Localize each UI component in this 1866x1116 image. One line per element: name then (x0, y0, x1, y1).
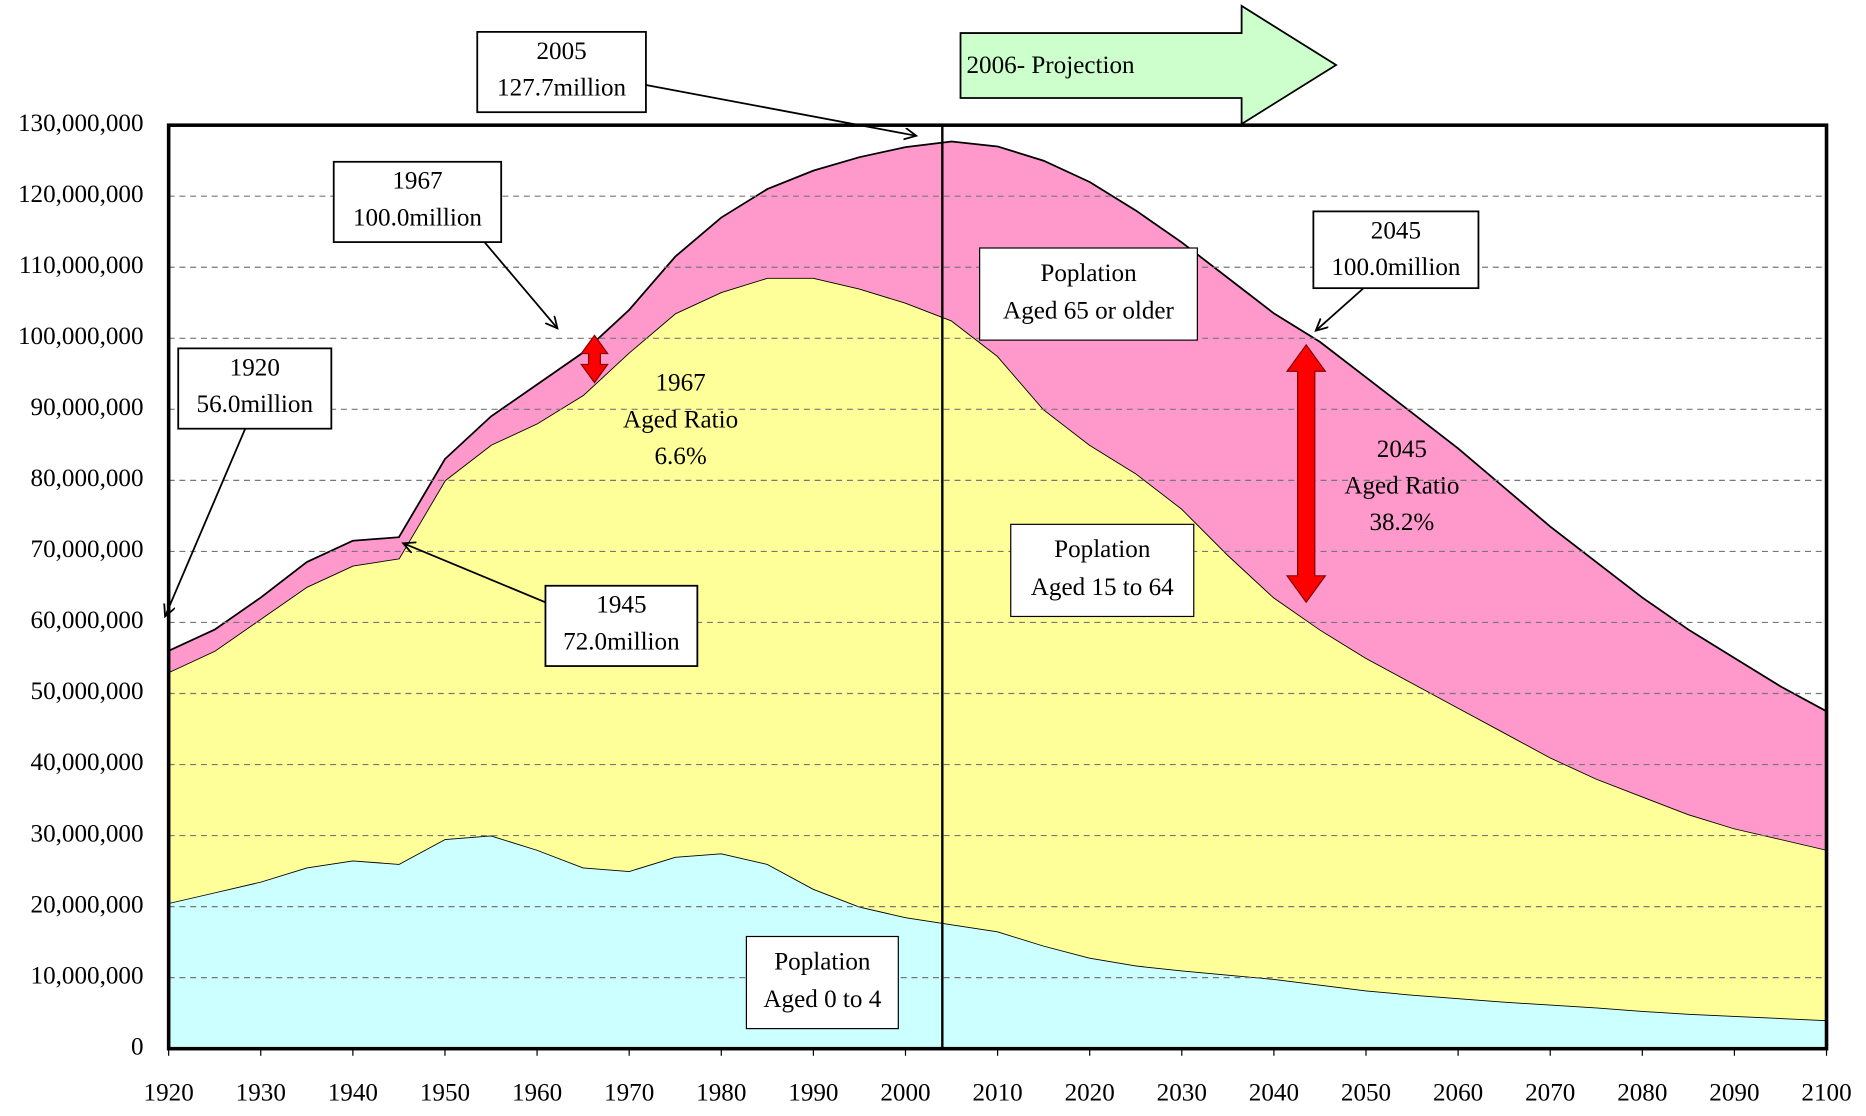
legend-prefix: Poplation (1040, 260, 1137, 287)
annotation-text: 1967 (392, 168, 442, 195)
area (168, 277, 1827, 1021)
annotation-box (332, 160, 503, 243)
x-tick-label: 2060 (1433, 1080, 1483, 1107)
y-tick-label: 120,000,000 (18, 181, 144, 208)
y-tick-label: 10,000,000 (31, 962, 144, 989)
x-tick-label: 2040 (1249, 1080, 1299, 1107)
x-tick-label: 2010 (972, 1080, 1022, 1107)
x-tick-label: 2070 (1525, 1080, 1575, 1107)
annotation-arrow (645, 84, 916, 136)
projection-arrow (959, 4, 1338, 126)
ratio-note: 2045 (1377, 436, 1427, 463)
x-tick-label: 2050 (1341, 1080, 1391, 1107)
legend-prefix: Poplation (774, 948, 871, 975)
y-tick-label: 100,000,000 (18, 323, 144, 350)
x-tick-label: 1950 (420, 1080, 470, 1107)
annotation-text: 127.7million (497, 75, 627, 102)
legend-label: Aged 65 or older (1003, 298, 1175, 325)
annotation-arrow (403, 543, 546, 604)
legend-box (979, 247, 1198, 341)
x-tick-label: 1980 (696, 1080, 746, 1107)
projection-label: 2006- Projection (966, 52, 1135, 79)
legend-label: Aged 15 to 64 (1031, 574, 1175, 601)
annotation-text: 1945 (596, 592, 646, 619)
x-tick-label: 2030 (1157, 1080, 1207, 1107)
y-tick-label: 70,000,000 (31, 536, 144, 563)
area (168, 141, 1827, 850)
y-tick-label: 80,000,000 (31, 465, 144, 492)
area-edge (168, 140, 1827, 713)
annotation-arrow (165, 428, 247, 617)
annotation-text: 100.0million (353, 204, 483, 231)
annotation-box (544, 584, 699, 667)
annotation-text: 2005 (536, 38, 586, 65)
x-tick-label: 1970 (604, 1080, 654, 1107)
x-tick-label: 2020 (1065, 1080, 1115, 1107)
legend-prefix: Poplation (1054, 536, 1151, 563)
annotation-text: 72.0million (563, 628, 680, 655)
y-tick-label: 40,000,000 (31, 749, 144, 776)
annotation-box (476, 31, 647, 114)
x-tick-label: 1990 (788, 1080, 838, 1107)
legend-box (745, 935, 899, 1030)
annotation-text: 1920 (230, 354, 280, 381)
x-tick-label: 1960 (512, 1080, 562, 1107)
x-tick-label: 1940 (328, 1080, 378, 1107)
y-tick-label: 0 (131, 1034, 144, 1061)
ratio-note: 1967 (655, 370, 705, 397)
y-tick-label: 20,000,000 (31, 891, 144, 918)
x-tick-label: 1920 (144, 1080, 194, 1107)
ratio-note: Aged Ratio (623, 406, 738, 433)
ratio-note: Aged Ratio (1344, 473, 1459, 500)
ratio-note: 38.2% (1369, 509, 1434, 536)
x-tick-label: 2090 (1709, 1080, 1759, 1107)
annotation-box (177, 347, 333, 430)
ratio-arrow (580, 334, 609, 384)
x-tick-label: 2080 (1617, 1080, 1667, 1107)
y-tick-label: 110,000,000 (19, 252, 144, 279)
ratio-note: 6.6% (654, 443, 706, 470)
x-tick-label: 1930 (236, 1080, 286, 1107)
annotation-text: 2045 (1371, 217, 1421, 244)
legend-label: Aged 0 to 4 (763, 986, 881, 1013)
annotation-text: 100.0million (1331, 254, 1461, 281)
y-tick-label: 60,000,000 (31, 607, 144, 634)
y-tick-label: 30,000,000 (31, 820, 144, 847)
y-tick-label: 90,000,000 (31, 394, 144, 421)
x-tick-label: 2100 (1801, 1080, 1851, 1107)
annotation-box (1312, 210, 1480, 290)
ratio-arrow (1285, 343, 1327, 604)
annotation-arrow (1316, 287, 1365, 331)
x-tick-label: 2000 (880, 1080, 930, 1107)
y-tick-label: 50,000,000 (31, 678, 144, 705)
legend-box (1010, 523, 1195, 618)
plot-frame (166, 123, 1829, 1051)
annotation-arrow (483, 241, 557, 328)
annotation-text: 56.0million (197, 391, 314, 418)
y-tick-label: 130,000,000 (18, 110, 144, 137)
